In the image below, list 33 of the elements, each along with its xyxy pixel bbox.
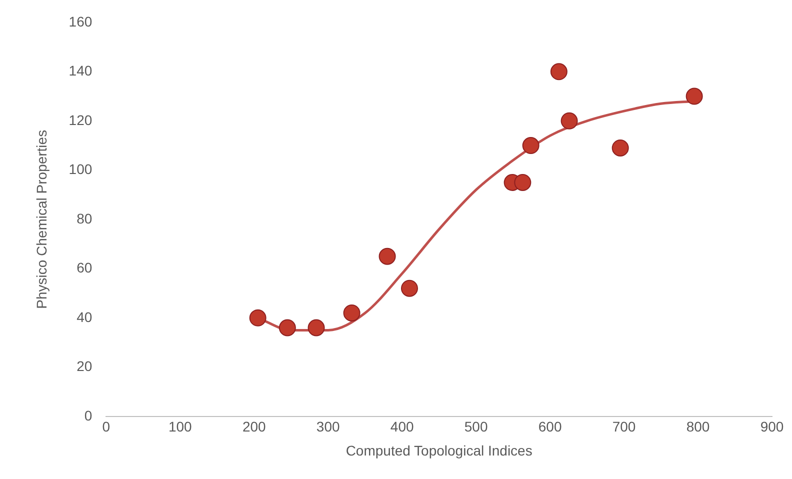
x-tick-label: 700 (612, 418, 636, 435)
y-tick-label: 80 (76, 210, 92, 226)
point (514, 174, 532, 191)
point (400, 280, 418, 297)
point (378, 248, 396, 265)
point (550, 63, 568, 80)
point (522, 137, 540, 154)
y-tick-label: 160 (68, 13, 92, 30)
y-tick-label: 140 (68, 62, 92, 79)
x-tick-label: 0 (102, 418, 110, 435)
point (308, 319, 325, 336)
x-tick-label: 100 (168, 418, 192, 435)
x-tick-label: 400 (390, 418, 414, 435)
point (612, 139, 629, 156)
point (278, 319, 296, 336)
x-tick-label: 500 (464, 418, 488, 435)
point (249, 309, 266, 326)
y-tick-label: 60 (76, 260, 92, 276)
x-axis-title: Computed Topological Indices (346, 442, 532, 458)
y-tick-label: 20 (76, 358, 92, 374)
y-tick-label: 100 (68, 161, 92, 178)
x-tick-label: 200 (242, 418, 266, 435)
x-tick-label: 300 (316, 418, 340, 435)
x-tick-label: 600 (538, 418, 562, 435)
y-tick-label: 0 (84, 407, 92, 424)
y-tick-label: 40 (76, 308, 92, 325)
point (686, 88, 703, 105)
y-axis-title: Physico Chemical Properties (33, 130, 50, 309)
x-tick-label: 900 (760, 418, 784, 435)
y-tick-label: 120 (68, 112, 92, 128)
x-tick-label: 800 (686, 418, 710, 435)
point (343, 304, 360, 322)
point (560, 112, 578, 130)
